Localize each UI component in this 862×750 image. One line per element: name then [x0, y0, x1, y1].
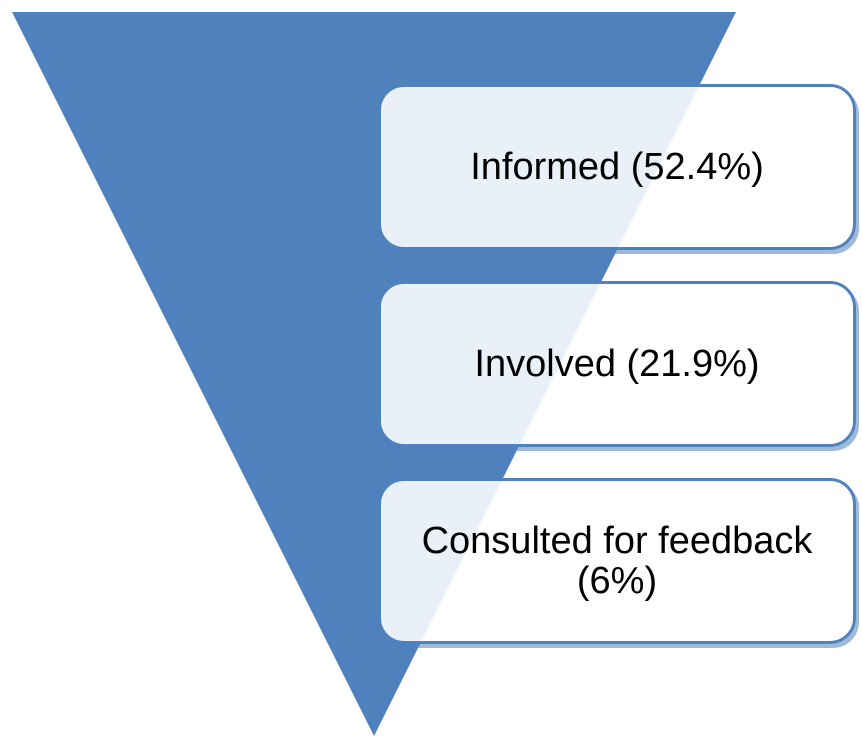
funnel-level-consulted: Consulted for feedback (6%)	[378, 478, 856, 644]
funnel-level-involved: Involved (21.9%)	[378, 281, 856, 447]
funnel-level-informed: Informed (52.4%)	[378, 84, 856, 250]
funnel-level-label: Informed (52.4%)	[470, 146, 764, 188]
funnel-level-label: Consulted for feedback (6%)	[421, 520, 813, 602]
funnel-level-label: Involved (21.9%)	[474, 343, 760, 385]
